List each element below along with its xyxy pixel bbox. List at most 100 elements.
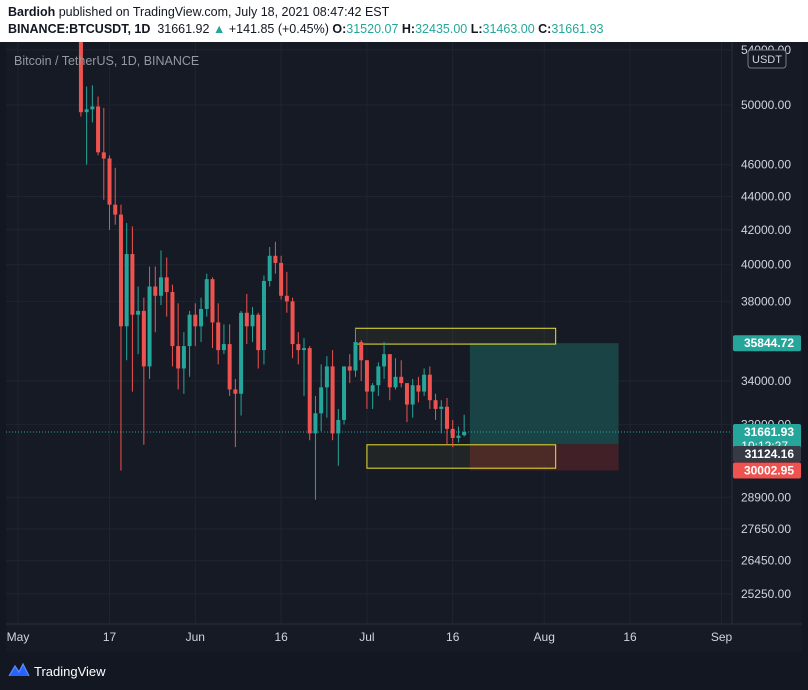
candle-body <box>216 322 221 351</box>
time-tick-label: 16 <box>446 630 460 644</box>
symbol-line: BINANCE:BTCUSDT, 1D 31661.92 ▲ +141.85 (… <box>8 22 604 36</box>
candle-body <box>267 255 272 281</box>
position-stop-zone <box>469 444 619 471</box>
candle-body <box>445 406 449 429</box>
candle-body <box>204 279 209 309</box>
candle-body <box>393 376 398 388</box>
price-tick-label: 38000.00 <box>741 294 791 308</box>
candle-body <box>382 354 387 367</box>
candle-body <box>279 262 284 296</box>
candle-body <box>347 366 352 371</box>
time-tick-label: Sep <box>711 630 733 644</box>
zone-rectangle <box>354 327 557 345</box>
candle-body <box>404 383 409 405</box>
close-value: 31661.93 <box>551 22 604 36</box>
open-value: 31520.07 <box>346 22 399 36</box>
candle-body <box>439 406 444 409</box>
price-tick-label: 50000.00 <box>741 98 791 112</box>
candle-body <box>170 292 175 347</box>
candle-body <box>284 295 289 302</box>
candle-body <box>364 360 369 392</box>
candle-body <box>370 385 375 392</box>
chart-pane[interactable]: 54000.0050000.0046000.0044000.0042000.00… <box>6 42 802 652</box>
candle-body <box>136 310 141 315</box>
candle-body <box>319 387 324 414</box>
candle-body <box>456 435 461 438</box>
candle-body <box>96 106 101 153</box>
currency-label: USDT <box>752 54 782 66</box>
candle-body <box>450 428 455 438</box>
footer: TradingView <box>0 652 808 690</box>
candle-body <box>124 254 129 327</box>
candle-body <box>462 431 467 436</box>
price-tick-label: 44000.00 <box>741 189 791 203</box>
candle-body <box>290 301 295 345</box>
candle-body <box>141 310 146 367</box>
time-tick-label: Jun <box>186 630 205 644</box>
time-tick-label: 17 <box>103 630 117 644</box>
candle-body <box>244 312 249 327</box>
candle-body <box>221 344 226 351</box>
candle-body <box>336 419 341 434</box>
last-price: 31661.92 <box>157 22 210 36</box>
candle-body <box>107 158 112 205</box>
zone-rectangle <box>366 444 557 469</box>
candle-body <box>176 346 181 369</box>
candle-body <box>164 277 169 293</box>
price-tick-label: 46000.00 <box>741 158 791 172</box>
time-tick-label: Aug <box>534 630 555 644</box>
author-name[interactable]: Bardioh <box>8 5 56 19</box>
price-axis-label: 31124.16 <box>745 447 795 461</box>
candle-body <box>118 214 123 327</box>
candle-body <box>261 280 266 351</box>
time-axis <box>6 624 802 652</box>
candle-body <box>376 366 381 386</box>
candle-body <box>233 389 238 394</box>
candle-body <box>330 366 335 434</box>
tradingview-logo-icon[interactable] <box>8 662 30 678</box>
candlestick-chart[interactable]: 54000.0050000.0046000.0044000.0042000.00… <box>6 42 802 652</box>
candle-body <box>187 314 192 347</box>
candle-body <box>399 376 404 384</box>
candle-body <box>416 385 421 392</box>
publish-line: Bardioh published on TradingView.com, Ju… <box>8 5 389 19</box>
price-tick-label: 42000.00 <box>741 223 791 237</box>
candle-body <box>250 314 255 327</box>
candle-body <box>227 344 232 390</box>
price-tick-label: 34000.00 <box>741 374 791 388</box>
candle-body <box>427 374 432 401</box>
low-value: 31463.00 <box>482 22 535 36</box>
candle-body <box>78 42 83 113</box>
candle-body <box>193 314 198 327</box>
price-axis-label-bg <box>733 335 801 352</box>
price-axis <box>732 42 802 624</box>
price-axis-label-bg <box>733 462 801 479</box>
candle-body <box>433 400 438 409</box>
candle-body <box>153 286 158 296</box>
candle-body <box>101 152 106 159</box>
price-tick-label: 40000.00 <box>741 258 791 272</box>
candle-body <box>84 109 89 113</box>
chart-header: Bardioh published on TradingView.com, Ju… <box>0 0 808 42</box>
candle-body <box>239 312 244 394</box>
chart-title: Bitcoin / TetherUS, 1D, BINANCE <box>14 54 199 68</box>
time-tick-label: May <box>7 630 30 644</box>
price-tick-label: 25250.00 <box>741 587 791 601</box>
candle-body <box>113 204 118 215</box>
currency-badge <box>747 49 787 69</box>
candle-body <box>324 366 329 388</box>
tradingview-brand[interactable]: TradingView <box>34 664 106 679</box>
candle-body <box>159 277 163 296</box>
candle-body <box>90 106 95 110</box>
candle-body <box>256 314 261 351</box>
price-axis-label: 35844.72 <box>744 336 794 350</box>
time-tick-label: Jul <box>359 630 374 644</box>
price-axis-label: 31661.93 <box>744 425 794 439</box>
candle-body <box>410 385 415 405</box>
position-target-zone <box>469 343 619 445</box>
candle-body <box>273 255 278 263</box>
time-tick-label: 16 <box>623 630 637 644</box>
candle-body <box>147 286 152 367</box>
price-tick-label: 27650.00 <box>741 522 791 536</box>
time-tick-label: 16 <box>274 630 288 644</box>
